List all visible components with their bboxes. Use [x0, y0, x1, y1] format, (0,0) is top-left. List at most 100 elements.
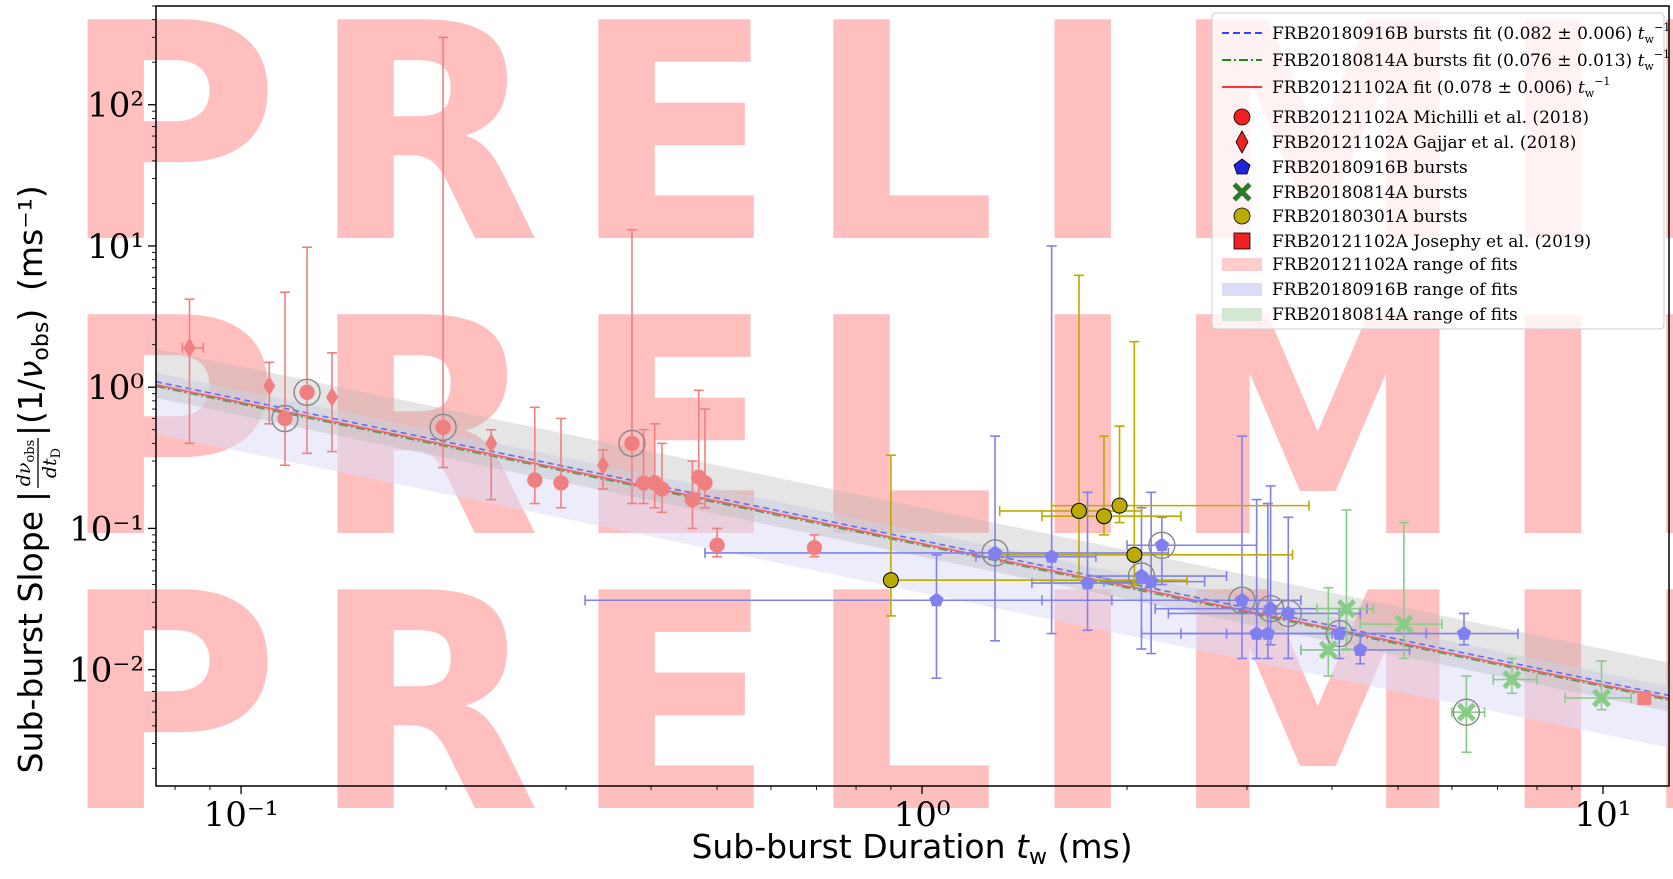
marker-3-3 [1456, 702, 1476, 722]
axis-ticks: 10⁻¹ 10⁰ 10¹ 10⁻² 10⁻¹ 10⁰ 10¹ 10² [69, 5, 1632, 835]
fit-line-1 [156, 385, 1669, 701]
ring-0-2 [429, 413, 457, 441]
marker-2-7 [1234, 592, 1250, 607]
marker-0-1 [299, 384, 315, 401]
data-markers [183, 337, 1652, 726]
marker-4-0 [882, 572, 899, 589]
marker-5-0 [1637, 690, 1652, 705]
fit-line-0 [156, 380, 1669, 697]
marker-2-2 [1044, 549, 1059, 563]
ring-2-7 [1228, 586, 1256, 614]
legend-b301-label: FRB20180301A bursts [1272, 207, 1468, 227]
marker-4-1 [1070, 502, 1087, 519]
marker-4-2 [1095, 508, 1112, 525]
legend-range814-swatch [1222, 308, 1262, 321]
x-tick-label-2: 10¹ [1575, 795, 1632, 835]
marker-0-12 [709, 537, 725, 553]
marker-2-6 [1154, 537, 1169, 552]
legend-michilli-marker [1233, 108, 1251, 126]
x-axis-label: Sub-burst Duration tw (ms) [691, 827, 1132, 865]
marker-1-2 [326, 387, 339, 408]
ring-0-1 [293, 378, 321, 406]
marker-1-0 [183, 337, 196, 358]
legend-range121-swatch [1222, 258, 1262, 271]
marker-0-2 [435, 419, 451, 436]
y-axis-frac-den: dtD [39, 448, 64, 478]
marker-3-2 [1394, 614, 1414, 634]
legend-josephy-marker [1233, 232, 1251, 250]
x-tick-label-0: 10⁻¹ [204, 795, 279, 835]
legend-range916-label: FRB20180916B range of fits [1272, 280, 1518, 300]
marker-1-3 [485, 433, 498, 454]
ring-0-0 [271, 404, 299, 433]
marker-0-5 [624, 435, 640, 452]
marker-4-3 [1111, 497, 1128, 514]
legend-gajjar-marker [1235, 130, 1249, 154]
marker-0-11 [697, 475, 713, 491]
marker-0-4 [553, 475, 569, 491]
y-axis-frac-num: dνobs [13, 440, 38, 487]
marker-0-3 [527, 472, 543, 488]
ring-2-4 [1127, 562, 1156, 590]
marker-3-4 [1502, 670, 1522, 690]
x-tick-label-1: 10⁰ [894, 795, 951, 835]
legend-fit121-label: FRB20121102A fit (0.078 ± 0.006) tw−1 [1272, 75, 1610, 100]
marker-2-13 [1353, 642, 1368, 656]
marker-2-14 [1456, 626, 1472, 640]
marker-0-0 [277, 410, 293, 427]
marker-0-8 [654, 481, 670, 497]
y-axis-abs-close: | [11, 425, 50, 436]
marker-1-4 [596, 455, 609, 476]
ring-3-3 [1452, 698, 1481, 726]
legend-josephy-label: FRB20121102A Josephy et al. (2019) [1272, 232, 1591, 252]
fit-line-2 [156, 383, 1669, 700]
range-band-2 [156, 348, 1669, 712]
plot-frame [155, 5, 1670, 787]
legend-fit814-label: FRB20180814A bursts fit (0.076 ± 0.013) … [1272, 48, 1670, 73]
ring-2-11 [1274, 599, 1302, 628]
y-axis-unit: (ms⁻¹) [11, 185, 50, 291]
legend-range814-label: FRB20180814A range of fits [1272, 305, 1518, 325]
marker-1-1 [263, 375, 276, 396]
legend-b301-marker [1233, 207, 1251, 225]
marker-4-4 [1126, 546, 1143, 563]
legend-b814-label: FRB20180814A bursts [1272, 183, 1468, 203]
legend-box [1211, 12, 1665, 330]
legend-michilli-label: FRB20121102A Michilli et al. (2018) [1272, 108, 1589, 128]
y-axis-abs-open: | [11, 491, 50, 502]
legend-range916-swatch [1222, 283, 1262, 296]
marker-2-5 [1144, 574, 1159, 588]
y-axis-label-main: Sub-burst Slope [11, 511, 50, 773]
marker-3-0 [1318, 640, 1338, 660]
y-tick-label-3: 10¹ [87, 227, 144, 267]
marker-2-3 [1080, 575, 1095, 590]
y-axis-inverse-nu: (1/νobs) [11, 309, 54, 424]
marker-3-1 [1336, 599, 1356, 619]
ring-2-6 [1148, 531, 1176, 559]
y-tick-label-4: 10² [87, 86, 144, 126]
ring-2-1 [981, 539, 1009, 567]
marker-2-9 [1260, 626, 1275, 640]
marker-0-13 [806, 539, 823, 556]
y-tick-label-2: 10⁰ [87, 368, 144, 408]
marker-2-10 [1263, 601, 1278, 615]
marker-3-5 [1591, 688, 1612, 708]
marker-2-12 [1332, 626, 1347, 640]
y-tick-label-0: 10⁻² [69, 651, 144, 691]
legend-b916-label: FRB20180916B bursts [1272, 158, 1468, 178]
marker-2-1 [987, 545, 1003, 559]
legend-fit916-label: FRB20180916B bursts fit (0.082 ± 0.006) … [1272, 21, 1670, 46]
ring-0-5 [618, 429, 646, 458]
marker-0-9 [684, 491, 701, 508]
legend-range121-label: FRB20121102A range of fits [1272, 255, 1518, 275]
legend: FRB20180916B bursts fit (0.082 ± 0.006) … [1211, 12, 1670, 330]
fit-range-bands [156, 348, 1669, 748]
marker-2-11 [1281, 605, 1296, 620]
marker-2-8 [1249, 626, 1264, 640]
ring-2-10 [1256, 595, 1285, 623]
marker-2-0 [929, 592, 944, 607]
ring-2-12 [1325, 619, 1354, 648]
fit-lines [156, 380, 1669, 701]
y-axis-label: Sub-burst Slope | dνobs dtD | (1/νobs) (… [11, 185, 64, 773]
